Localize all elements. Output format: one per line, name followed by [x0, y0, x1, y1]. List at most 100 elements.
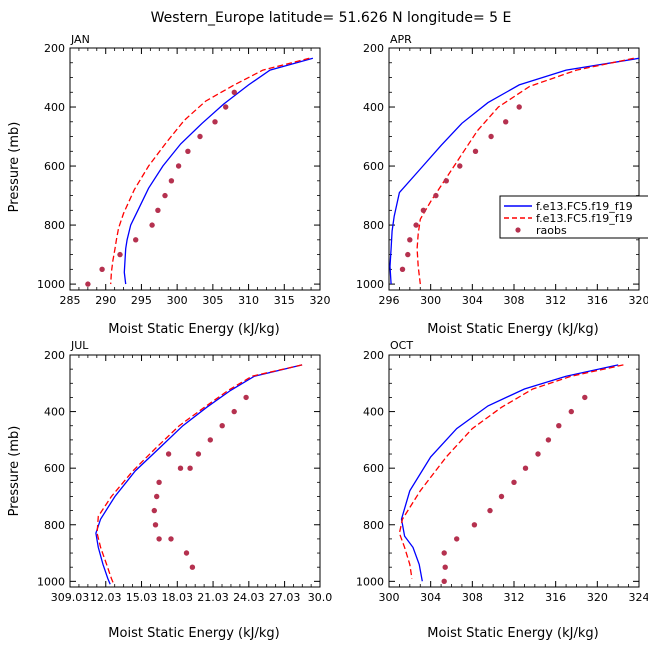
raobs-point — [117, 251, 123, 258]
x-tick-label: 285 — [60, 294, 81, 307]
raobs-point — [511, 479, 517, 485]
raobs-point — [155, 207, 161, 213]
y-tick-label: 600 — [363, 160, 384, 173]
raobs-point — [472, 148, 479, 154]
y-tick-label: 200 — [44, 42, 65, 55]
x-tick-label: 316 — [587, 294, 608, 307]
legend-box — [499, 195, 648, 239]
x-tick-label: 316 — [545, 591, 566, 604]
y-tick-label: 200 — [44, 349, 65, 362]
raobs-point — [195, 451, 202, 457]
raobs-point — [154, 493, 160, 500]
raobs-point — [212, 119, 218, 125]
x-tick-label: 295 — [131, 294, 152, 307]
series-line-2 — [110, 57, 310, 285]
x-tick-label: 304 — [462, 294, 483, 307]
x-tick-label: 310 — [238, 294, 259, 307]
x-tick-label: 300 — [420, 294, 441, 307]
plot-frame — [69, 354, 321, 588]
raobs-point — [162, 192, 168, 199]
raobs-point — [405, 251, 411, 258]
y-tick-label: 1000 — [356, 278, 384, 291]
raobs-point — [151, 507, 157, 514]
raobs-point — [156, 479, 162, 485]
raobs-point — [442, 564, 448, 570]
x-tick-label: 24.03 — [233, 591, 265, 604]
raobs-point — [535, 451, 541, 457]
y-tick-label: 600 — [44, 160, 65, 173]
x-tick-label: 309.03 — [51, 591, 90, 604]
raobs-point — [175, 163, 182, 169]
x-tick-label: 300 — [379, 591, 400, 604]
panel-jul: JUL Pressure (mb) Moist Static Energy (k… — [7, 339, 332, 641]
raobs-point — [413, 222, 419, 228]
figure-title: Western_Europe latitude= 51.626 N longit… — [151, 10, 512, 26]
y-tick-label: 200 — [363, 42, 384, 55]
raobs-point — [243, 394, 249, 401]
x-tick-label: 15.03 — [126, 591, 158, 604]
panel-label: JAN — [70, 33, 90, 46]
x-tick-label: 305 — [202, 294, 223, 307]
y-tick-label: 400 — [363, 406, 384, 419]
raobs-point — [443, 178, 449, 184]
x-tick-label: 30.0 — [308, 591, 333, 604]
y-axis-title: Pressure (mb) — [7, 122, 22, 213]
legend-label-model1: f.e13.FC5.f19_f19 — [536, 200, 633, 213]
raobs-point — [187, 465, 193, 471]
x-tick-label: 315 — [274, 294, 295, 307]
x-tick-label: 308 — [462, 591, 483, 604]
x-tick-label: 312 — [545, 294, 566, 307]
x-tick-label: 18.03 — [162, 591, 194, 604]
x-tick-label: 324 — [629, 591, 648, 604]
y-tick-label: 800 — [363, 519, 384, 532]
raobs-point — [441, 578, 447, 584]
x-tick-label: 320 — [587, 591, 608, 604]
x-axis-title: Moist Static Energy (kJ/kg) — [108, 322, 279, 337]
y-tick-label: 800 — [44, 219, 65, 232]
panel-label: JUL — [70, 339, 89, 352]
y-tick-label: 1000 — [356, 575, 384, 588]
x-axis-title: Moist Static Energy (kJ/kg) — [108, 626, 279, 641]
panel-apr: APR Moist Static Energy (kJ/kg) 296 300 30… — [356, 33, 648, 337]
raobs-point — [522, 465, 529, 471]
raobs-point — [189, 564, 196, 570]
raobs-point — [407, 237, 413, 243]
series-line-1 — [123, 57, 314, 285]
y-tick-label: 600 — [363, 462, 384, 475]
x-tick-label: 308 — [504, 294, 525, 307]
raobs-point — [454, 536, 460, 542]
x-tick-label: 312 — [504, 591, 525, 604]
raobs-point — [183, 550, 190, 556]
x-axis-title: Moist Static Energy (kJ/kg) — [427, 626, 598, 641]
raobs-point — [516, 104, 522, 110]
x-tick-label: 304 — [420, 591, 441, 604]
raobs-point — [165, 451, 172, 457]
raobs-point — [498, 493, 505, 500]
x-tick-label: 27.03 — [269, 591, 301, 604]
raobs-point — [231, 89, 237, 96]
y-tick-label: 400 — [44, 101, 65, 114]
raobs-point — [207, 437, 213, 443]
raobs-point — [85, 281, 91, 287]
raobs-point — [168, 178, 175, 184]
raobs-point — [219, 423, 225, 429]
y-tick-label: 1000 — [37, 278, 65, 291]
raobs-point — [231, 408, 237, 415]
raobs-point — [99, 266, 105, 272]
plot-frame — [388, 354, 640, 588]
raobs-point — [582, 394, 588, 401]
series-line-1 — [95, 364, 303, 585]
series-line-2 — [96, 364, 303, 585]
raobs-point — [399, 266, 406, 272]
y-tick-label: 600 — [44, 462, 65, 475]
raobs-point — [185, 148, 191, 154]
raobs-point — [197, 133, 203, 140]
panel-oct: OCT Moist Static Energy (kJ/kg) 300 304 30… — [356, 339, 648, 641]
raobs-point — [133, 237, 139, 243]
raobs-point — [168, 536, 174, 542]
raobs-point — [556, 423, 562, 429]
series-line-2 — [398, 364, 624, 579]
series-line-2 — [416, 57, 634, 285]
raobs-point — [149, 222, 155, 228]
